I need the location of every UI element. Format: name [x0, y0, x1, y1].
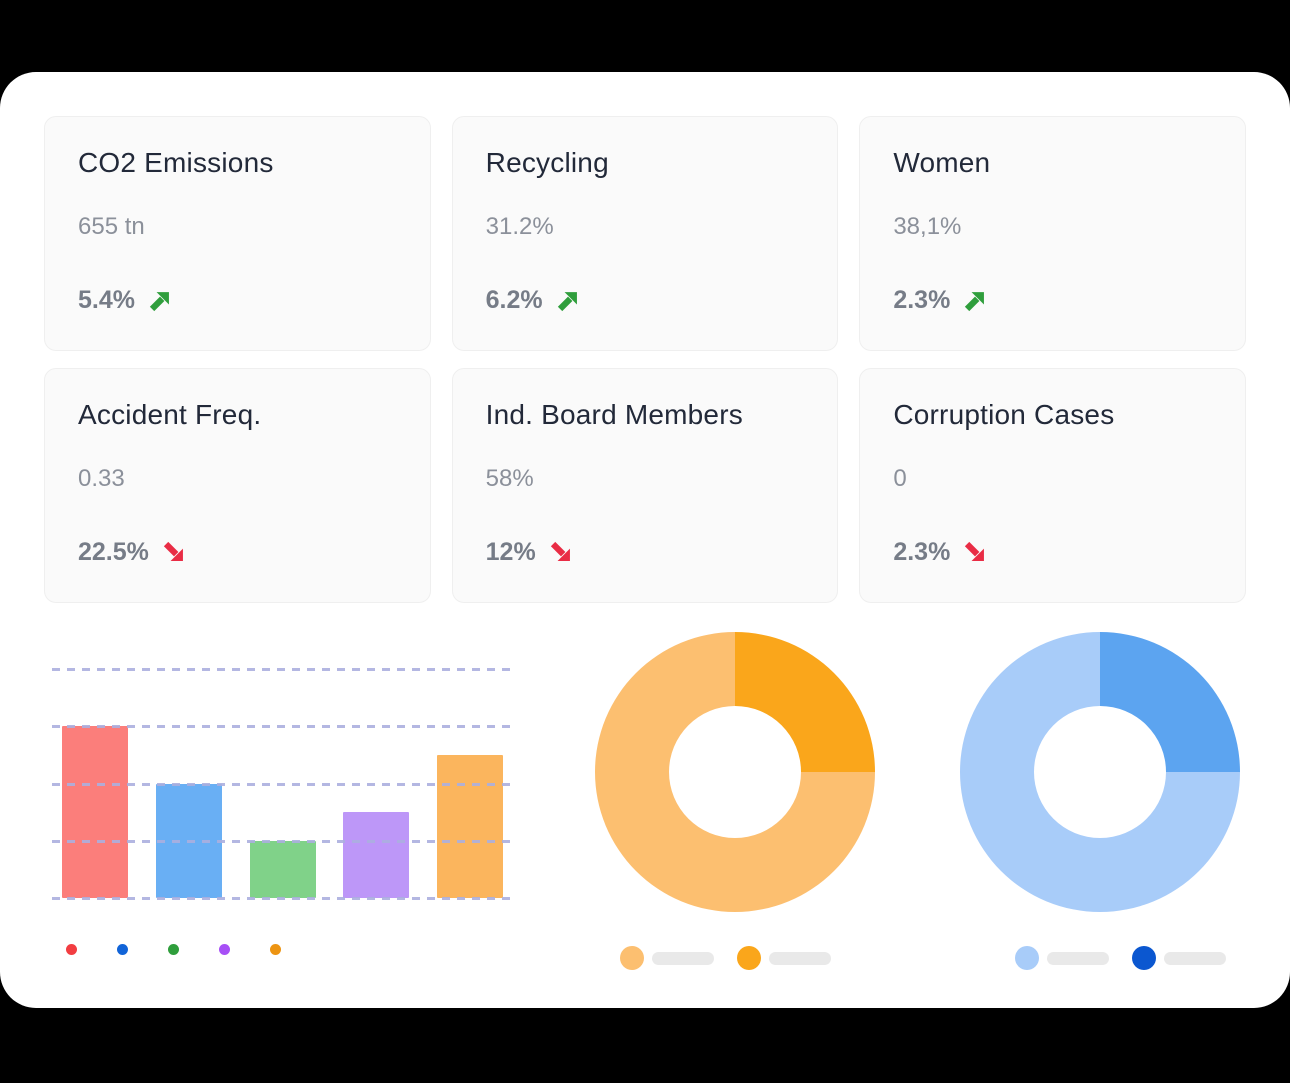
legend-dot	[1132, 946, 1156, 970]
legend-dot	[737, 946, 761, 970]
donut-legend-item-0[interactable]	[1015, 946, 1109, 970]
bar-series-2[interactable]	[249, 840, 316, 898]
bar-chart-legend	[66, 944, 281, 955]
arrow-down-right-icon	[550, 541, 570, 561]
donut-hole	[1034, 706, 1166, 838]
kpi-title: Women	[893, 147, 991, 178]
donut-legend-blue	[1015, 946, 1226, 970]
donut-legend-item-1[interactable]	[1132, 946, 1226, 970]
legend-label-placeholder	[769, 951, 831, 965]
kpi-change: 2.3%	[893, 538, 1212, 567]
kpi-change-value: 5.4%	[78, 286, 135, 314]
kpi-change-value: 12%	[485, 538, 536, 566]
legend-dot	[1015, 946, 1039, 970]
bar-series-3[interactable]	[343, 812, 410, 898]
kpi-title: Ind. Board Members	[485, 399, 743, 430]
arrow-down-right-icon	[965, 541, 985, 561]
kpi-value: 31.2%	[485, 213, 554, 240]
kpi-value: 0	[893, 465, 907, 492]
bar-legend-dot-0[interactable]	[66, 944, 77, 955]
kpi-title: Corruption Cases	[893, 399, 1115, 430]
kpi-card-recycling[interactable]: Recycling 31.2% 6.2%	[451, 116, 839, 351]
kpi-change: 6.2%	[486, 286, 805, 315]
kpi-change-value: 22.5%	[78, 538, 149, 566]
legend-dot	[620, 946, 644, 970]
gridline	[52, 668, 514, 671]
kpi-change: 12%	[486, 538, 805, 567]
kpi-card-accident-freq[interactable]: Accident Freq. 0.33 22.5%	[44, 368, 431, 603]
arrow-up-right-icon	[965, 292, 985, 312]
kpi-change-value: 2.3%	[893, 286, 951, 314]
kpi-change: 2.3%	[893, 286, 1212, 315]
bar-legend-dot-1[interactable]	[117, 944, 128, 955]
bar-legend-dot-4[interactable]	[270, 944, 281, 955]
kpi-value: 655 tn	[78, 213, 145, 240]
gridline	[52, 725, 514, 729]
kpi-card-women[interactable]: Women 38,1% 2.3%	[859, 116, 1246, 351]
legend-label-placeholder	[1047, 951, 1109, 965]
kpi-grid: CO2 Emissions 655 tn 5.4% Recycling 31.2…	[0, 72, 1290, 603]
gridline	[52, 839, 514, 843]
donut-chart-orange[interactable]	[595, 632, 875, 912]
arrow-up-right-icon	[149, 292, 169, 312]
kpi-change-value: 6.2%	[485, 286, 543, 314]
donut-legend-orange	[620, 946, 831, 970]
kpi-value: 38,1%	[893, 213, 962, 240]
kpi-value: 58%	[485, 465, 534, 492]
donut-chart-blue[interactable]	[960, 632, 1240, 912]
kpi-title: CO2 Emissions	[78, 147, 274, 178]
donut-legend-item-1[interactable]	[737, 946, 831, 970]
bar-series-0[interactable]	[62, 726, 128, 898]
dashboard-panel: CO2 Emissions 655 tn 5.4% Recycling 31.2…	[0, 72, 1290, 1008]
legend-label-placeholder	[1164, 951, 1226, 965]
arrow-down-right-icon	[163, 541, 183, 561]
bar-legend-dot-2[interactable]	[168, 944, 179, 955]
bar-chart-plot	[44, 668, 514, 900]
kpi-title: Recycling	[485, 147, 609, 178]
donut-legend-item-0[interactable]	[620, 946, 714, 970]
bar-series-4[interactable]	[437, 754, 503, 898]
gridline	[52, 897, 514, 900]
kpi-value: 0.33	[78, 465, 125, 492]
gridline	[52, 782, 514, 786]
donut-hole	[669, 706, 801, 838]
kpi-change: 22.5%	[78, 538, 397, 567]
kpi-change-value: 2.3%	[893, 538, 951, 566]
legend-label-placeholder	[652, 951, 714, 965]
kpi-card-corruption-cases[interactable]: Corruption Cases 0 2.3%	[859, 368, 1246, 603]
kpi-change: 5.4%	[78, 286, 397, 315]
arrow-up-right-icon	[557, 292, 577, 312]
bar-legend-dot-3[interactable]	[219, 944, 230, 955]
kpi-card-co2-emissions[interactable]: CO2 Emissions 655 tn 5.4%	[44, 116, 431, 351]
kpi-title: Accident Freq.	[78, 399, 262, 430]
kpi-card-ind-board-members[interactable]: Ind. Board Members 58% 12%	[451, 368, 839, 603]
